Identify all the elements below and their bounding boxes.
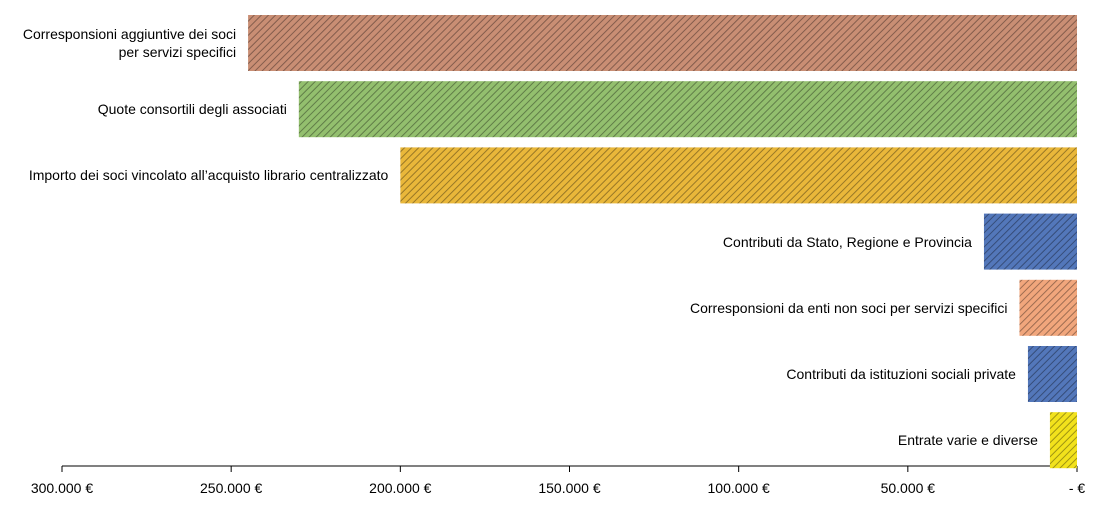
bar <box>248 15 1078 71</box>
bar <box>1049 412 1077 469</box>
bar <box>983 213 1077 270</box>
x-tick-label: 50.000 € <box>880 480 936 496</box>
bar <box>1027 346 1077 402</box>
category-label: Corresponsioni aggiuntive dei soci per s… <box>22 26 237 60</box>
category-label: Importo dei soci vincolato all’acquisto … <box>28 167 389 184</box>
x-tick-label: 200.000 € <box>369 480 432 496</box>
x-tick-label: 150.000 € <box>538 480 601 496</box>
bar <box>400 147 1077 204</box>
x-tick-label: 300.000 € <box>30 480 94 496</box>
x-tick-label: 250.000 € <box>200 480 263 496</box>
category-label: Entrate varie e diverse <box>897 432 1038 449</box>
bar <box>298 81 1077 138</box>
category-label: Quote consortili degli associati <box>97 101 287 118</box>
x-tick-label: - € <box>1068 480 1086 496</box>
x-tick-label: 100.000 € <box>707 480 770 496</box>
bar <box>1019 279 1077 336</box>
category-label: Contributi da istituzioni sociali privat… <box>786 366 1016 382</box>
category-label: Contributi da Stato, Regione e Provincia <box>722 233 972 250</box>
category-label: Corresponsioni da enti non soci per serv… <box>690 299 1008 316</box>
